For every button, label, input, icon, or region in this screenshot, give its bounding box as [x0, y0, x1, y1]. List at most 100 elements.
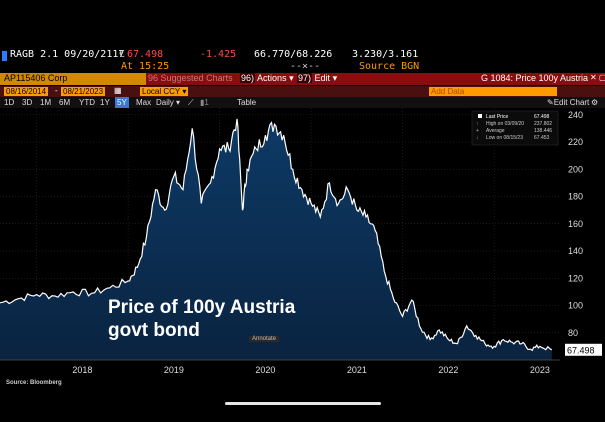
period-3d[interactable]: 3D [22, 98, 33, 107]
last-value-text: 67.498 [567, 345, 595, 355]
legend-last-value: 67.498 [534, 114, 550, 120]
legend-low-value: 67.453 [534, 135, 550, 141]
edit-chart-label: Edit Chart [553, 98, 590, 107]
y-tick-label: 180 [568, 192, 583, 202]
period-ytd[interactable]: YTD [79, 98, 95, 107]
legend-average-marker: + [476, 128, 479, 134]
security-marker-icon [2, 51, 7, 61]
last-price: 67.498 [127, 49, 164, 60]
x-tick-label: 2022 [438, 365, 458, 375]
window-controls-icon[interactable]: ✕ ▢ [590, 73, 605, 82]
legend-swatch [478, 114, 482, 118]
edit-menu[interactable]: 97) Edit ▾ [297, 73, 337, 84]
legend-box [471, 110, 559, 146]
period-1d[interactable]: 1D [4, 98, 15, 107]
actions-number: 96) [240, 73, 256, 83]
edit-chart-button[interactable]: ✎Edit Chart [547, 97, 589, 108]
overlay-line-2: govt bond [108, 320, 200, 341]
period-max[interactable]: Max [136, 98, 152, 107]
y-axis: 80 100 120 140 160 180 200 220 240 [568, 110, 583, 338]
ticker-row: RAGB 2.1 09/20/2117 € 67.498 -1.425 66.7… [0, 48, 605, 74]
suggested-charts-number: 96 [148, 73, 159, 83]
legend: Last Price 67.498 ↑ High on 03/09/20 237… [471, 110, 559, 146]
x-tick-label: 2023 [530, 365, 550, 375]
edit-dropdown-icon: ▾ [332, 73, 338, 83]
last-value-label: 67.498 [565, 343, 602, 356]
y-tick-label: 100 [568, 301, 583, 311]
x-axis: 2018 2019 2020 2021 2022 2023 [0, 359, 605, 380]
x-axis-band [0, 360, 605, 380]
currency-mark: € [119, 49, 126, 60]
date-separator: - [55, 86, 58, 95]
legend-last-label: Last Price [486, 114, 508, 120]
x-tick-label: 2019 [164, 365, 184, 375]
currency-label: Local CCY [142, 87, 181, 96]
x-tick-label: 2021 [347, 365, 367, 375]
view-1-button[interactable]: ▮1 [200, 97, 209, 108]
currency-dropdown-icon: ▾ [182, 87, 187, 96]
frequency-dropdown-icon: ▾ [176, 98, 181, 107]
yield-pair: 3.230/3.161 [352, 49, 419, 60]
end-date-input[interactable]: 08/21/2023 [61, 87, 106, 96]
date-range-row: 08/16/2014 - 08/21/2023 ▦ Local CCY ▾ Ad… [0, 86, 605, 97]
x-tick-label: 2020 [255, 365, 275, 375]
period-1y[interactable]: 1Y [100, 98, 110, 107]
suggested-charts-menu[interactable]: 96 Suggested Charts [148, 73, 233, 83]
frequency-select[interactable]: Daily ▾ [156, 97, 180, 108]
price-source[interactable]: Source BGN [359, 61, 420, 72]
series-area [0, 118, 552, 361]
chart-menu-bar: 96 Suggested Charts 96) Actions ▾ 97) Ed… [146, 73, 605, 85]
last-value-box [565, 343, 602, 356]
y-tick-label: 220 [568, 137, 583, 147]
currency-select[interactable]: Local CCY ▾ [140, 87, 189, 96]
view-1-label: 1 [204, 98, 209, 107]
scrollbar[interactable] [225, 402, 381, 405]
line-chart-icon[interactable]: ⟋ [188, 98, 194, 107]
legend-low-marker: ↓ [476, 135, 479, 141]
y-tick-label: 200 [568, 164, 583, 174]
frequency-label: Daily [156, 98, 174, 107]
add-data-input[interactable]: Add Data [429, 87, 557, 96]
x-tick-label: 2018 [72, 365, 92, 375]
y-tick-label: 140 [568, 246, 583, 256]
chart-toolbar: 1D 3D 1M 6M YTD 1Y 5Y Max Daily ▾ ⟋ ▮1 T… [0, 97, 605, 108]
series-line [0, 118, 553, 352]
security-title[interactable]: AP115406 Corp [4, 73, 68, 83]
actions-dropdown-icon: ▾ [289, 73, 294, 83]
overlay-caption: Price of 100y Austria govt bond [108, 296, 295, 342]
period-5y[interactable]: 5Y [115, 97, 129, 108]
y-tick-label: 160 [568, 219, 583, 229]
legend-high-marker: ↑ [476, 121, 479, 127]
period-6m[interactable]: 6M [59, 98, 71, 107]
start-date-input[interactable]: 08/16/2014 [4, 87, 49, 96]
y-tick-label: 240 [568, 110, 583, 120]
edit-number: 97) [297, 73, 313, 83]
bid-ask: 66.770/68.226 [254, 49, 333, 60]
suggested-charts-label: Suggested Charts [160, 73, 233, 83]
y-tick-label: 120 [568, 273, 583, 283]
legend-average-value: 138.446 [534, 128, 552, 134]
price-change: -1.425 [200, 49, 237, 60]
legend-average-label: Average [486, 128, 505, 134]
actions-label: Actions [257, 73, 287, 83]
calendar-icon[interactable]: ▦ [114, 86, 122, 95]
edit-chart-icon: ✎ [547, 98, 554, 107]
actions-menu[interactable]: 96) Actions ▾ [240, 73, 294, 84]
y-tick-label: 80 [568, 328, 578, 338]
quote-dash: --×-- [290, 61, 321, 72]
table-button[interactable]: Table [237, 98, 257, 107]
edit-label: Edit [314, 73, 331, 83]
settings-icon[interactable]: ⚙ [591, 98, 599, 107]
period-1m[interactable]: 1M [40, 98, 52, 107]
legend-high-label: High on 03/09/20 [486, 121, 524, 127]
chart-title: G 1084: Price 100y Austria [481, 73, 589, 83]
legend-high-value: 237.802 [534, 121, 552, 127]
view-icon: ▮ [200, 98, 205, 107]
annotate-button[interactable]: Annotate [249, 336, 280, 342]
quote-time: At 15:25 [121, 61, 170, 72]
source-note: Source: Bloomberg [6, 380, 62, 386]
ticker-symbol[interactable]: RAGB 2.1 09/20/2117 [10, 49, 125, 60]
overlay-line-1: Price of 100y Austria [108, 297, 296, 318]
legend-low-label: Low on 08/15/23 [486, 135, 523, 141]
